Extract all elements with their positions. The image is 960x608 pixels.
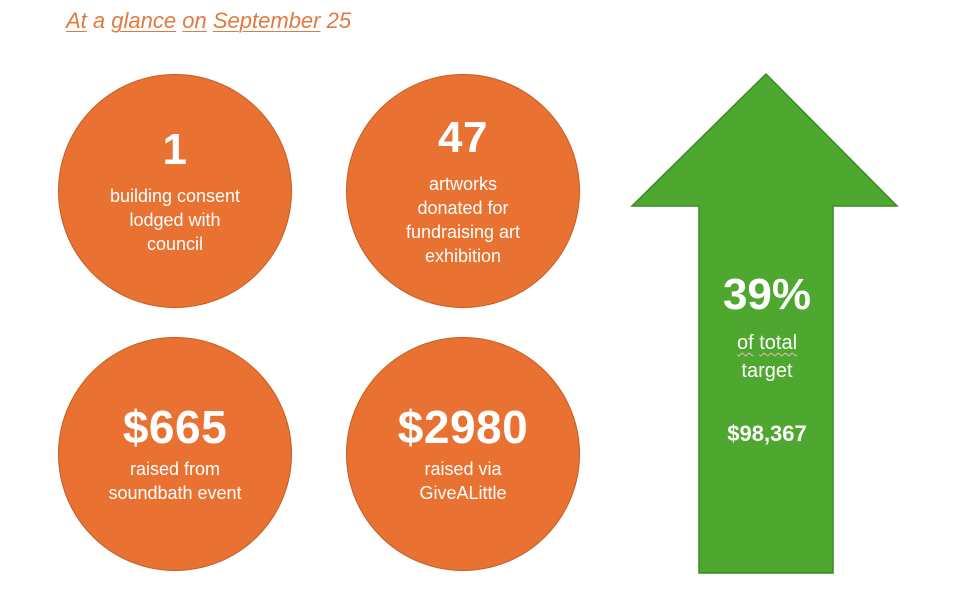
- stat-circle-givealittle: $2980 raised via GiveALittle: [346, 337, 580, 571]
- progress-label: of total target: [700, 329, 834, 385]
- stat-value: $2980: [397, 401, 529, 453]
- page-title: At a glance on September 25: [66, 8, 351, 34]
- title-word-month: September: [212, 8, 321, 33]
- up-arrow-shape: [630, 72, 899, 574]
- title-word-glance: glance: [111, 8, 177, 33]
- title-word-a: a: [92, 8, 106, 33]
- title-word-day: 25: [326, 8, 352, 33]
- stat-circle-soundbath: $665 raised from soundbath event: [58, 337, 292, 571]
- title-word-at: At: [66, 8, 87, 33]
- stat-label: artworks donated for fundraising art exh…: [405, 174, 521, 266]
- progress-label-word1: of: [736, 332, 754, 354]
- stat-circle-artworks: 47 artworks donated for fundraising art …: [346, 74, 580, 308]
- progress-percent: 39%: [722, 270, 812, 319]
- stat-circle-building-consent: 1 building consent lodged with council: [58, 74, 292, 308]
- title-word-on: on: [182, 8, 207, 33]
- stat-label: raised via GiveALittle: [419, 459, 507, 503]
- progress-label-word3: target: [741, 360, 793, 382]
- stat-value: 1: [162, 125, 188, 174]
- stat-label: raised from soundbath event: [108, 459, 242, 503]
- stat-label: building consent lodged with council: [109, 186, 241, 254]
- target-amount: $98,367: [727, 421, 807, 446]
- progress-label-word2: total: [759, 332, 798, 354]
- stat-value: 47: [438, 113, 488, 162]
- stat-value: $665: [122, 401, 228, 453]
